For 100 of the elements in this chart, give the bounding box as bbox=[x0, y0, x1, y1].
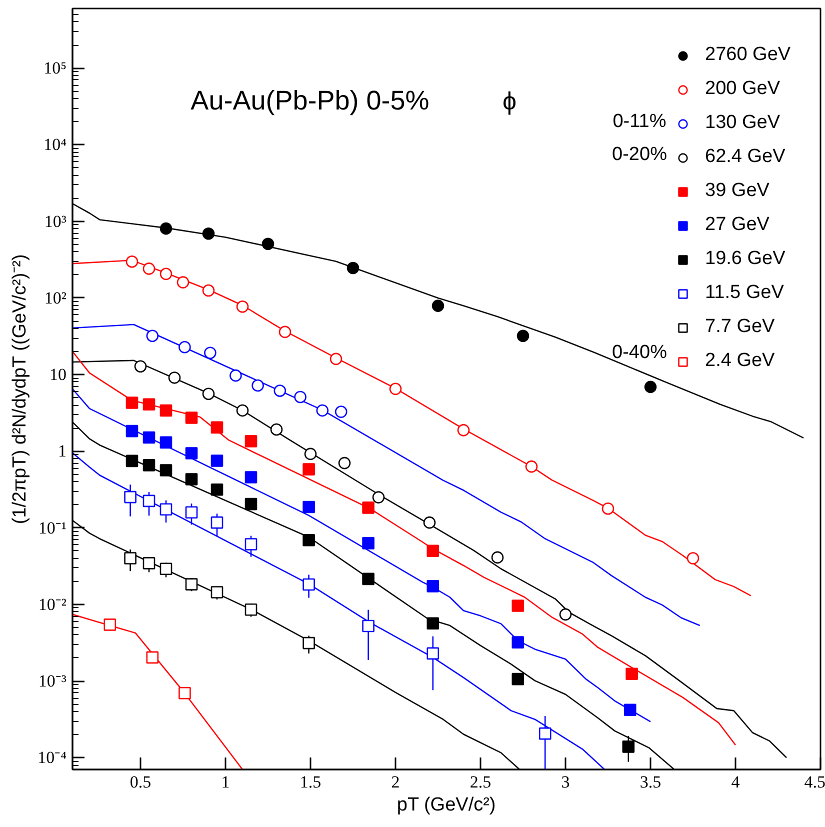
legend-label: 130 GeV bbox=[705, 112, 780, 134]
y-axis-title: (1/2πpT) d²N/dydpT ((GeV/c²)⁻²) bbox=[10, 254, 31, 524]
line-series bbox=[72, 452, 606, 770]
y-tick-label: 1 bbox=[58, 442, 66, 461]
point bbox=[278, 326, 292, 338]
point bbox=[334, 406, 348, 418]
point bbox=[302, 636, 315, 650]
line-series bbox=[72, 324, 700, 626]
point bbox=[160, 503, 172, 516]
point bbox=[124, 490, 136, 504]
point bbox=[457, 424, 470, 436]
point bbox=[244, 603, 258, 616]
point bbox=[626, 668, 638, 680]
point bbox=[185, 412, 198, 424]
text: Au-Au(Pb-Pb) 0-5% bbox=[190, 86, 430, 116]
point bbox=[362, 620, 374, 632]
point bbox=[202, 284, 215, 297]
x-tick-label: 2.5 bbox=[470, 772, 492, 792]
point bbox=[185, 506, 198, 519]
point bbox=[538, 727, 552, 740]
point bbox=[160, 404, 172, 417]
annotation: 0-20% bbox=[612, 144, 668, 165]
point bbox=[160, 268, 172, 280]
legend-label: 200 GeV bbox=[705, 78, 780, 100]
point bbox=[512, 672, 524, 686]
point bbox=[142, 557, 156, 570]
point bbox=[302, 463, 315, 476]
point bbox=[512, 600, 524, 612]
point bbox=[142, 494, 156, 508]
point bbox=[602, 502, 614, 515]
y-tick-label: 10⁴ bbox=[44, 135, 67, 154]
point bbox=[126, 424, 138, 438]
point bbox=[644, 380, 657, 394]
point bbox=[244, 498, 258, 510]
point bbox=[426, 544, 440, 558]
point bbox=[185, 473, 198, 486]
point bbox=[252, 379, 264, 392]
point bbox=[202, 388, 215, 400]
y-tick-label: 10 bbox=[50, 365, 66, 384]
legend-label: 11.5 GeV bbox=[705, 282, 784, 304]
point bbox=[244, 435, 258, 448]
point bbox=[622, 740, 635, 753]
point bbox=[210, 516, 224, 529]
point bbox=[304, 448, 317, 460]
point bbox=[423, 516, 436, 529]
point bbox=[236, 404, 249, 417]
point bbox=[178, 341, 191, 354]
legend-label: 62.4 GeV bbox=[705, 146, 786, 168]
x-tick-label: 1 bbox=[221, 772, 230, 792]
point bbox=[142, 431, 156, 444]
point bbox=[512, 636, 524, 648]
point bbox=[624, 704, 636, 716]
point bbox=[362, 572, 374, 586]
x-tick-label: 4 bbox=[731, 772, 740, 792]
point bbox=[346, 262, 360, 274]
point bbox=[302, 500, 315, 514]
point bbox=[686, 552, 700, 564]
point bbox=[244, 471, 258, 484]
point bbox=[294, 390, 306, 404]
point bbox=[134, 360, 147, 372]
y-tick-label: 10⁻¹ bbox=[38, 518, 67, 538]
x-tick-label: 3 bbox=[561, 772, 570, 792]
line-series bbox=[72, 388, 652, 722]
point bbox=[362, 537, 374, 550]
point bbox=[160, 562, 172, 576]
point bbox=[126, 255, 138, 268]
annotation: ϕ bbox=[502, 88, 517, 116]
legend-label: 19.6 GeV bbox=[705, 248, 786, 270]
point bbox=[274, 384, 286, 397]
point bbox=[230, 369, 242, 382]
point bbox=[525, 460, 538, 473]
annotation: 0-40% bbox=[612, 342, 668, 363]
point bbox=[126, 396, 138, 409]
legend-label: 27 GeV bbox=[705, 214, 770, 236]
point bbox=[270, 423, 283, 436]
y-tick-label: 10⁵ bbox=[44, 58, 67, 78]
point bbox=[362, 502, 374, 514]
point bbox=[432, 300, 444, 312]
y-tick-label: 10⁻² bbox=[38, 594, 67, 614]
legend-label: 7.7 GeV bbox=[705, 316, 775, 338]
x-tick-label: 3.5 bbox=[640, 772, 662, 792]
point bbox=[104, 618, 116, 631]
point bbox=[124, 552, 136, 564]
point bbox=[142, 262, 156, 275]
point bbox=[491, 551, 504, 564]
point bbox=[185, 447, 198, 460]
point bbox=[210, 454, 224, 467]
y-tick-label: 10⁻³ bbox=[38, 672, 67, 691]
y-tick-label: 10³ bbox=[44, 212, 67, 231]
point bbox=[316, 404, 329, 417]
x-tick-label: 2 bbox=[391, 772, 400, 792]
point bbox=[210, 421, 224, 434]
point bbox=[389, 382, 402, 396]
point bbox=[178, 686, 191, 700]
point bbox=[160, 222, 172, 235]
point bbox=[176, 276, 190, 288]
point bbox=[185, 578, 198, 590]
annotation: 0-11% bbox=[612, 111, 666, 132]
point bbox=[202, 227, 215, 240]
point bbox=[262, 238, 274, 250]
